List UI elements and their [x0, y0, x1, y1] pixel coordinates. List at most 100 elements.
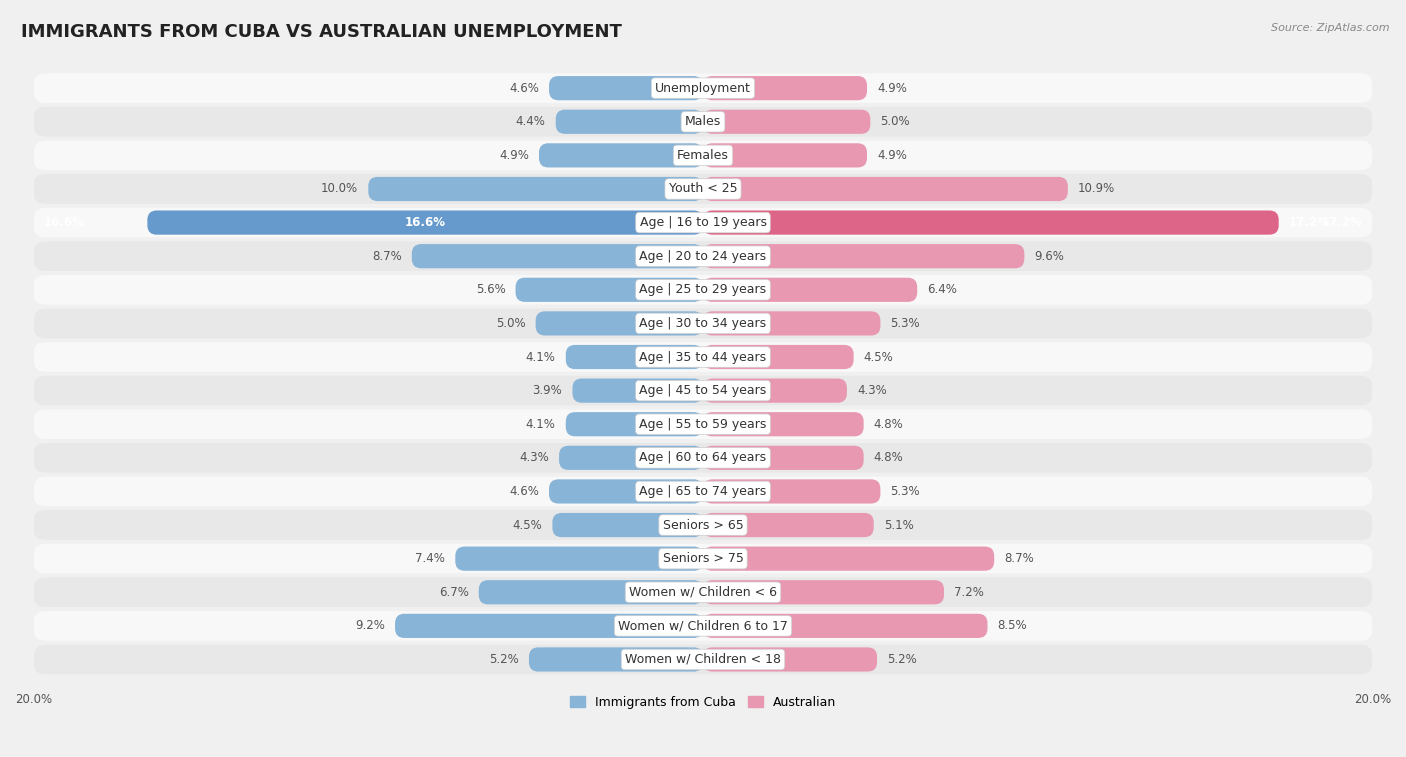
- FancyBboxPatch shape: [703, 647, 877, 671]
- Text: Age | 35 to 44 years: Age | 35 to 44 years: [640, 350, 766, 363]
- FancyBboxPatch shape: [703, 614, 987, 638]
- Text: Women w/ Children 6 to 17: Women w/ Children 6 to 17: [619, 619, 787, 632]
- Text: 8.5%: 8.5%: [997, 619, 1028, 632]
- FancyBboxPatch shape: [703, 446, 863, 470]
- FancyBboxPatch shape: [34, 477, 1372, 506]
- FancyBboxPatch shape: [34, 443, 1372, 472]
- FancyBboxPatch shape: [703, 143, 868, 167]
- FancyBboxPatch shape: [548, 479, 703, 503]
- Text: 4.9%: 4.9%: [877, 82, 907, 95]
- Text: 17.2%: 17.2%: [1322, 216, 1362, 229]
- Text: Age | 16 to 19 years: Age | 16 to 19 years: [640, 216, 766, 229]
- FancyBboxPatch shape: [34, 73, 1372, 103]
- FancyBboxPatch shape: [548, 76, 703, 100]
- FancyBboxPatch shape: [34, 107, 1372, 136]
- Text: Age | 55 to 59 years: Age | 55 to 59 years: [640, 418, 766, 431]
- FancyBboxPatch shape: [703, 378, 846, 403]
- Text: Women w/ Children < 18: Women w/ Children < 18: [626, 653, 780, 666]
- FancyBboxPatch shape: [529, 647, 703, 671]
- Text: 5.2%: 5.2%: [489, 653, 519, 666]
- FancyBboxPatch shape: [572, 378, 703, 403]
- Text: 5.3%: 5.3%: [890, 485, 920, 498]
- FancyBboxPatch shape: [368, 177, 703, 201]
- Text: Age | 30 to 34 years: Age | 30 to 34 years: [640, 317, 766, 330]
- FancyBboxPatch shape: [703, 177, 1067, 201]
- FancyBboxPatch shape: [395, 614, 703, 638]
- Legend: Immigrants from Cuba, Australian: Immigrants from Cuba, Australian: [565, 690, 841, 714]
- FancyBboxPatch shape: [34, 342, 1372, 372]
- Text: 4.1%: 4.1%: [526, 350, 555, 363]
- FancyBboxPatch shape: [456, 547, 703, 571]
- Text: Males: Males: [685, 115, 721, 128]
- Text: Unemployment: Unemployment: [655, 82, 751, 95]
- FancyBboxPatch shape: [34, 207, 1372, 238]
- Text: Source: ZipAtlas.com: Source: ZipAtlas.com: [1271, 23, 1389, 33]
- FancyBboxPatch shape: [34, 544, 1372, 574]
- FancyBboxPatch shape: [703, 513, 873, 537]
- FancyBboxPatch shape: [565, 412, 703, 436]
- Text: 4.9%: 4.9%: [499, 149, 529, 162]
- Text: 4.8%: 4.8%: [873, 418, 904, 431]
- Text: 4.8%: 4.8%: [873, 451, 904, 464]
- Text: 7.2%: 7.2%: [955, 586, 984, 599]
- Text: 4.6%: 4.6%: [509, 485, 538, 498]
- FancyBboxPatch shape: [34, 141, 1372, 170]
- Text: 4.3%: 4.3%: [858, 384, 887, 397]
- FancyBboxPatch shape: [703, 580, 943, 604]
- FancyBboxPatch shape: [703, 244, 1025, 268]
- Text: Age | 65 to 74 years: Age | 65 to 74 years: [640, 485, 766, 498]
- Text: 10.0%: 10.0%: [321, 182, 359, 195]
- FancyBboxPatch shape: [703, 412, 863, 436]
- Text: Age | 25 to 29 years: Age | 25 to 29 years: [640, 283, 766, 296]
- FancyBboxPatch shape: [553, 513, 703, 537]
- Text: 17.2%: 17.2%: [1289, 216, 1330, 229]
- Text: 5.2%: 5.2%: [887, 653, 917, 666]
- Text: 5.0%: 5.0%: [880, 115, 910, 128]
- Text: 6.7%: 6.7%: [439, 586, 468, 599]
- Text: Women w/ Children < 6: Women w/ Children < 6: [628, 586, 778, 599]
- FancyBboxPatch shape: [34, 578, 1372, 607]
- FancyBboxPatch shape: [703, 547, 994, 571]
- FancyBboxPatch shape: [536, 311, 703, 335]
- Text: 5.3%: 5.3%: [890, 317, 920, 330]
- Text: Seniors > 75: Seniors > 75: [662, 552, 744, 565]
- FancyBboxPatch shape: [538, 143, 703, 167]
- Text: Age | 45 to 54 years: Age | 45 to 54 years: [640, 384, 766, 397]
- FancyBboxPatch shape: [478, 580, 703, 604]
- Text: 4.5%: 4.5%: [513, 519, 543, 531]
- FancyBboxPatch shape: [34, 375, 1372, 406]
- FancyBboxPatch shape: [703, 311, 880, 335]
- FancyBboxPatch shape: [34, 645, 1372, 674]
- Text: 5.1%: 5.1%: [884, 519, 914, 531]
- FancyBboxPatch shape: [34, 611, 1372, 640]
- FancyBboxPatch shape: [703, 210, 1278, 235]
- Text: 4.3%: 4.3%: [519, 451, 548, 464]
- Text: 9.6%: 9.6%: [1035, 250, 1064, 263]
- Text: 7.4%: 7.4%: [415, 552, 446, 565]
- FancyBboxPatch shape: [516, 278, 703, 302]
- Text: 4.5%: 4.5%: [863, 350, 893, 363]
- Text: 4.1%: 4.1%: [526, 418, 555, 431]
- Text: Age | 60 to 64 years: Age | 60 to 64 years: [640, 451, 766, 464]
- FancyBboxPatch shape: [34, 510, 1372, 540]
- Text: Youth < 25: Youth < 25: [669, 182, 737, 195]
- FancyBboxPatch shape: [148, 210, 703, 235]
- FancyBboxPatch shape: [412, 244, 703, 268]
- FancyBboxPatch shape: [34, 275, 1372, 304]
- Text: 8.7%: 8.7%: [1004, 552, 1033, 565]
- Text: Age | 20 to 24 years: Age | 20 to 24 years: [640, 250, 766, 263]
- Text: 5.0%: 5.0%: [496, 317, 526, 330]
- Text: 10.9%: 10.9%: [1078, 182, 1115, 195]
- FancyBboxPatch shape: [703, 76, 868, 100]
- Text: 4.4%: 4.4%: [516, 115, 546, 128]
- Text: 16.6%: 16.6%: [44, 216, 84, 229]
- Text: IMMIGRANTS FROM CUBA VS AUSTRALIAN UNEMPLOYMENT: IMMIGRANTS FROM CUBA VS AUSTRALIAN UNEMP…: [21, 23, 621, 41]
- FancyBboxPatch shape: [34, 309, 1372, 338]
- FancyBboxPatch shape: [34, 241, 1372, 271]
- Text: 8.7%: 8.7%: [373, 250, 402, 263]
- Text: Seniors > 65: Seniors > 65: [662, 519, 744, 531]
- FancyBboxPatch shape: [34, 410, 1372, 439]
- FancyBboxPatch shape: [703, 278, 917, 302]
- Text: 3.9%: 3.9%: [533, 384, 562, 397]
- FancyBboxPatch shape: [703, 479, 880, 503]
